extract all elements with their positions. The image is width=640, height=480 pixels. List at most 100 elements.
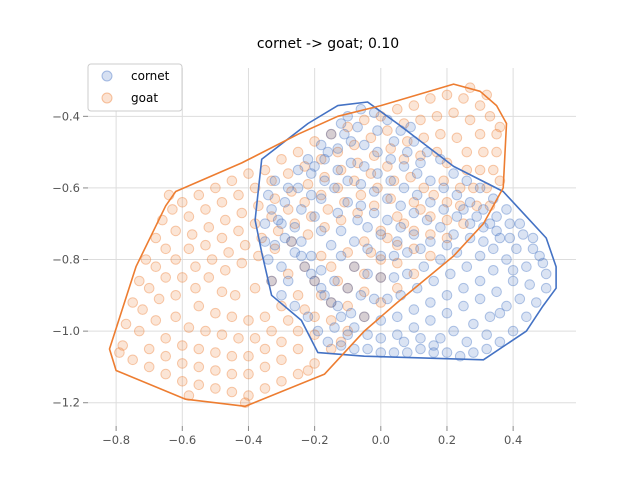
goat-point [170, 254, 181, 265]
goat-point [375, 272, 387, 283]
goat-point [193, 343, 205, 355]
goat-point [319, 171, 330, 183]
y-tick-label: −1.2 [52, 396, 80, 410]
cornet-point [388, 136, 400, 147]
goat-point [481, 89, 493, 101]
cornet-point [382, 293, 393, 305]
goat-point [332, 182, 344, 194]
cornet-point [292, 182, 304, 194]
x-tick-label: −0.6 [168, 433, 196, 447]
goat-point [415, 114, 426, 126]
goat-point [249, 182, 261, 194]
cornet-point [306, 189, 317, 201]
goat-point [372, 182, 383, 194]
goat-point [309, 136, 320, 147]
cornet-point [458, 300, 469, 312]
cornet-point [408, 207, 420, 219]
goat-point [349, 139, 360, 151]
goat-point [385, 143, 397, 154]
cornet-point [309, 161, 320, 172]
cornet-point [375, 229, 387, 240]
cornet-point [325, 297, 337, 308]
goat-point [408, 100, 420, 111]
cornet-point [349, 322, 360, 333]
goat-point [375, 297, 387, 308]
goat-point [193, 300, 205, 312]
goat-point [382, 161, 393, 172]
goat-point [193, 189, 205, 201]
goat-point [454, 200, 466, 212]
cornet-point [438, 204, 450, 215]
cornet-point [375, 333, 387, 344]
x-tick-label: −0.2 [301, 433, 329, 447]
goat-point [385, 193, 397, 204]
cornet-point [355, 179, 367, 190]
goat-point [315, 189, 327, 201]
cornet-point [411, 189, 423, 201]
cornet-point [279, 197, 291, 208]
cornet-point [415, 243, 426, 255]
goat-point [302, 229, 314, 240]
goat-point [239, 239, 251, 251]
goat-point [203, 222, 215, 233]
goat-point [441, 214, 453, 226]
goat-point [392, 282, 403, 294]
cornet-point [392, 236, 403, 247]
cornet-point [322, 336, 334, 348]
goat-point [425, 211, 436, 222]
cornet-point [395, 222, 407, 233]
cornet-point [534, 250, 545, 262]
y-tick-label: −0.6 [52, 181, 80, 195]
goat-point [143, 343, 155, 355]
cornet-point [359, 161, 370, 172]
cornet-point [451, 189, 463, 201]
cornet-point [368, 207, 380, 219]
cornet-point [362, 268, 373, 280]
goat-point [259, 343, 271, 355]
goat-point [488, 164, 499, 176]
cornet-point [478, 204, 489, 215]
cornet-point [501, 254, 512, 265]
goat-point [451, 132, 463, 144]
goat-point [150, 315, 162, 326]
cornet-point [488, 265, 499, 276]
goat-point [339, 197, 350, 208]
cornet-point [415, 333, 426, 344]
cornet-point [335, 340, 347, 351]
cornet-point [540, 268, 552, 280]
goat-point [210, 347, 221, 358]
goat-point [193, 379, 205, 391]
goat-point [392, 211, 403, 222]
cornet-point [306, 250, 317, 262]
goat-point [210, 182, 221, 194]
cornet-point [484, 311, 496, 323]
x-tick-label: 0.4 [504, 433, 522, 447]
goat-point [177, 358, 188, 369]
cornet-point [388, 347, 400, 358]
goat-point [415, 204, 426, 215]
goat-point [292, 146, 304, 158]
cornet-point [315, 139, 327, 151]
cornet-point [402, 247, 413, 258]
cornet-point [474, 293, 486, 305]
goat-point [282, 204, 294, 215]
goat-point [216, 286, 228, 298]
cornet-point [395, 200, 407, 212]
cornet-point [527, 232, 539, 244]
cornet-point [464, 197, 476, 208]
goat-point [388, 175, 400, 187]
cornet-point [385, 154, 397, 165]
cornet-point [411, 168, 423, 179]
goat-point [286, 186, 297, 197]
cornet-point [504, 218, 516, 229]
cornet-point [425, 175, 436, 187]
cornet-point [507, 265, 519, 276]
cornet-point [296, 204, 307, 215]
goat-point [425, 229, 436, 240]
cornet-point [464, 218, 476, 229]
cornet-point [319, 290, 330, 301]
goat-point [127, 354, 138, 366]
goat-point [120, 318, 132, 330]
cornet-point [494, 307, 506, 319]
cornet-point [325, 239, 337, 251]
